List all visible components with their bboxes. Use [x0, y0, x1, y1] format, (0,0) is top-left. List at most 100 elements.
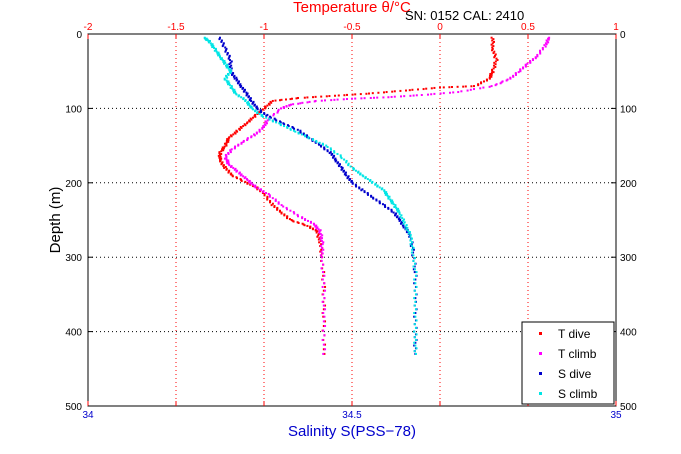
data-point [403, 95, 406, 98]
data-point [226, 53, 229, 56]
data-point [413, 278, 416, 281]
data-point [400, 95, 402, 98]
data-point [270, 101, 273, 104]
data-point [280, 212, 283, 215]
data-point [399, 215, 402, 218]
data-point [451, 86, 453, 89]
data-point [544, 42, 547, 45]
data-point [256, 108, 259, 111]
data-point [315, 224, 318, 227]
data-point [347, 162, 350, 165]
data-point [224, 61, 227, 64]
data-point [289, 127, 292, 130]
data-point [411, 248, 414, 251]
data-point [375, 199, 378, 202]
y-tick-label-left: 0 [76, 30, 82, 41]
data-point [346, 93, 348, 96]
data-point [219, 36, 221, 39]
data-point [373, 96, 375, 99]
data-point [225, 160, 228, 163]
data-point [536, 53, 539, 56]
data-point [225, 64, 227, 67]
data-point [210, 44, 213, 47]
data-point [265, 116, 268, 119]
data-point [407, 232, 410, 235]
data-point [324, 304, 327, 307]
data-point [219, 55, 221, 58]
data-point [386, 194, 389, 197]
data-point [493, 50, 496, 53]
data-point [232, 91, 235, 94]
data-point [220, 150, 223, 153]
data-point [495, 57, 498, 60]
data-point [412, 94, 415, 97]
data-point [268, 117, 271, 120]
data-point [221, 59, 224, 62]
data-point [387, 196, 390, 199]
data-point [374, 182, 377, 185]
data-point [414, 312, 417, 314]
data-point [320, 243, 323, 246]
data-point [354, 169, 357, 172]
data-point [517, 71, 520, 74]
data-point [262, 115, 265, 118]
data-point [316, 230, 319, 233]
data-point [220, 40, 223, 43]
data-point [330, 99, 333, 102]
data-point [492, 52, 495, 55]
data-point [226, 81, 229, 84]
data-point [323, 274, 326, 277]
data-point [211, 43, 214, 46]
data-point [408, 235, 411, 238]
data-point [318, 231, 321, 234]
data-point [288, 104, 291, 107]
data-point [324, 289, 327, 292]
data-point [285, 98, 287, 101]
data-point [221, 148, 224, 151]
data-point [460, 90, 463, 93]
data-point [361, 188, 364, 191]
data-point [488, 85, 491, 88]
data-point [250, 99, 253, 102]
data-point [343, 94, 346, 97]
data-point [277, 201, 280, 204]
data-point [230, 148, 233, 151]
data-point [494, 54, 496, 57]
data-point [219, 153, 221, 156]
data-point [492, 38, 495, 41]
data-point [340, 165, 343, 168]
legend-label: S dive [558, 367, 592, 381]
data-point [413, 330, 416, 333]
data-point [321, 300, 324, 303]
data-point [412, 246, 415, 249]
data-point [378, 202, 381, 205]
data-point [334, 160, 337, 163]
data-point [321, 246, 324, 249]
data-point [228, 69, 231, 72]
data-point [246, 137, 249, 140]
data-point [208, 39, 211, 42]
data-point [415, 271, 418, 274]
data-point [232, 166, 235, 169]
data-point [279, 121, 282, 124]
data-point [321, 237, 324, 240]
data-point [278, 210, 281, 213]
data-point [246, 182, 249, 185]
data-point [272, 112, 275, 115]
data-point [531, 58, 534, 61]
data-point [223, 59, 226, 62]
data-point [213, 46, 216, 49]
data-point [401, 217, 404, 220]
data-point [238, 94, 241, 97]
data-point [413, 304, 416, 307]
data-point [216, 52, 219, 55]
data-point [264, 120, 267, 123]
data-point [390, 95, 393, 98]
data-point [296, 128, 299, 131]
data-point [413, 350, 416, 353]
data-point [350, 180, 353, 183]
data-point [387, 96, 390, 99]
data-point [321, 338, 324, 341]
data-point [414, 268, 417, 271]
data-point [222, 149, 225, 152]
